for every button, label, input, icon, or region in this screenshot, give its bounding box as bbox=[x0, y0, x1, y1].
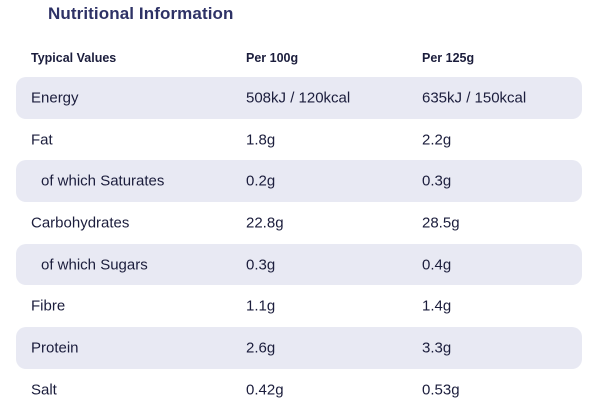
row-value-per-100g: 1.8g bbox=[246, 131, 276, 149]
row-label: Fibre bbox=[31, 297, 66, 315]
row-value-per-100g: 0.2g bbox=[246, 172, 276, 190]
row-label: Protein bbox=[31, 339, 79, 357]
row-label: of which Sugars bbox=[41, 256, 148, 274]
row-value-per-125g: 3.3g bbox=[422, 339, 452, 357]
row-value-per-100g: 2.6g bbox=[246, 339, 276, 357]
row-value-per-125g: 635kJ / 150kcal bbox=[422, 89, 527, 107]
row-value-per-125g: 28.5g bbox=[422, 214, 460, 232]
row-value-per-100g: 508kJ / 120kcal bbox=[246, 89, 351, 107]
table-row-carbohydrates: Carbohydrates 22.8g 28.5g bbox=[16, 202, 582, 244]
row-label: Salt bbox=[31, 381, 57, 399]
table-row-salt: Salt 0.42g 0.53g bbox=[16, 369, 582, 411]
column-header-per-100g: Per 100g bbox=[246, 51, 299, 65]
row-value-per-100g: 0.42g bbox=[246, 381, 284, 399]
nutrition-table: Energy 508kJ / 120kcal 635kJ / 150kcal F… bbox=[16, 77, 582, 411]
row-label: Fat bbox=[31, 131, 53, 149]
row-value-per-100g: 22.8g bbox=[246, 214, 284, 232]
row-value-per-125g: 0.53g bbox=[422, 381, 460, 399]
table-row-energy: Energy 508kJ / 120kcal 635kJ / 150kcal bbox=[16, 77, 582, 119]
table-row-fat: Fat 1.8g 2.2g bbox=[16, 119, 582, 161]
table-row-fibre: Fibre 1.1g 1.4g bbox=[16, 285, 582, 327]
table-row-saturates: of which Saturates 0.2g 0.3g bbox=[16, 160, 582, 203]
row-value-per-100g: 1.1g bbox=[246, 297, 276, 315]
column-header-typical-values: Typical Values bbox=[31, 51, 117, 65]
row-label: Energy bbox=[31, 89, 79, 107]
row-label: of which Saturates bbox=[41, 172, 165, 190]
row-value-per-125g: 1.4g bbox=[422, 297, 452, 315]
table-row-protein: Protein 2.6g 3.3g bbox=[16, 327, 582, 369]
table-row-sugars: of which Sugars 0.3g 0.4g bbox=[16, 243, 582, 286]
column-header-per-125g: Per 125g bbox=[422, 51, 475, 65]
row-value-per-125g: 2.2g bbox=[422, 131, 452, 149]
row-value-per-125g: 0.4g bbox=[422, 256, 452, 274]
row-value-per-125g: 0.3g bbox=[422, 172, 452, 190]
table-header: Typical Values Per 100g Per 125g bbox=[16, 51, 582, 69]
row-label: Carbohydrates bbox=[31, 214, 130, 232]
row-value-per-100g: 0.3g bbox=[246, 256, 276, 274]
page-title: Nutritional Information bbox=[48, 4, 234, 23]
